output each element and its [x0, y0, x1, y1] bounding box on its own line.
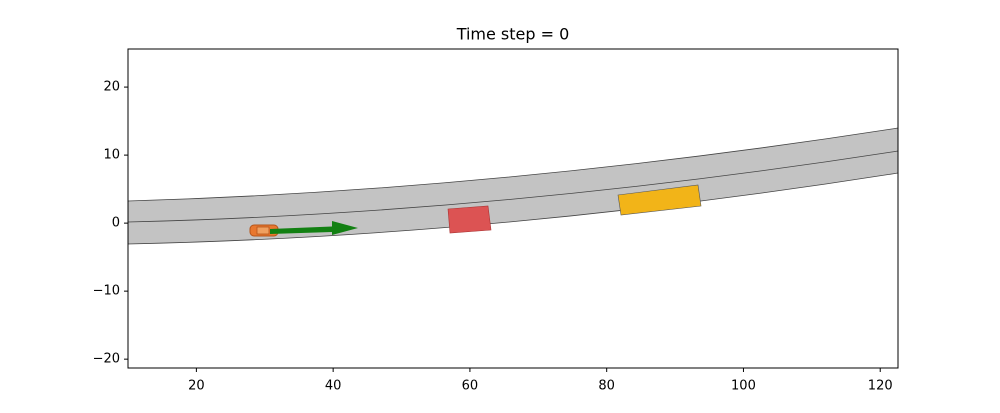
velocity-arrow — [270, 221, 358, 235]
road — [128, 128, 898, 244]
obstacle-vehicle — [617, 184, 702, 216]
scene — [127, 48, 899, 369]
x-tick-label: 120 — [868, 379, 893, 394]
y-tick-label: −20 — [93, 352, 120, 367]
x-tick-label: 100 — [731, 379, 756, 394]
y-tick-label: 20 — [103, 80, 120, 95]
y-tick-label: 10 — [103, 148, 120, 163]
lane-line — [128, 150, 898, 223]
x-tick-label: 80 — [598, 379, 615, 394]
road-edge — [128, 127, 898, 202]
road-layer — [128, 127, 898, 245]
chart-title: Time step = 0 — [456, 25, 570, 44]
x-tick-label: 60 — [462, 379, 479, 394]
y-tick-label: −10 — [93, 284, 120, 299]
plot-frame — [127, 48, 899, 369]
road-edge — [128, 172, 898, 245]
x-tick-label: 40 — [325, 379, 342, 394]
ego-vehicle-cabin — [256, 226, 270, 235]
x-tick-label: 20 — [188, 379, 205, 394]
obstacle-vehicle — [447, 205, 492, 234]
y-tick-label: 0 — [112, 216, 120, 231]
